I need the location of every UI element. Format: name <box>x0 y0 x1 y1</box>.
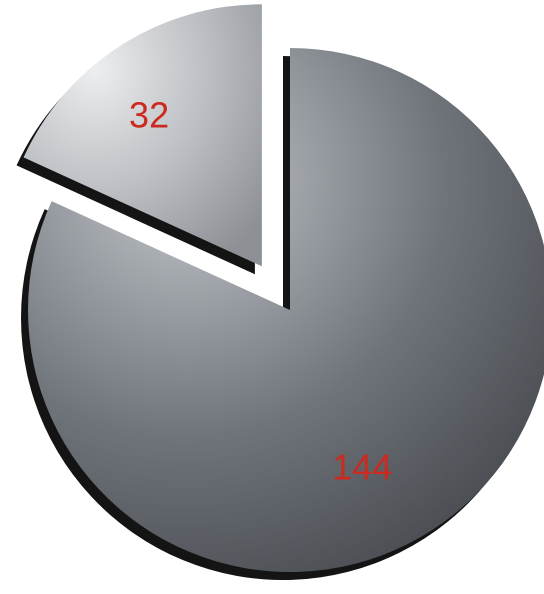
pie-slice-label-0: 144 <box>332 447 392 488</box>
pie-slice-label-1: 32 <box>129 95 169 136</box>
pie-slice-1 <box>23 4 262 267</box>
pie-slice-0 <box>28 48 544 572</box>
